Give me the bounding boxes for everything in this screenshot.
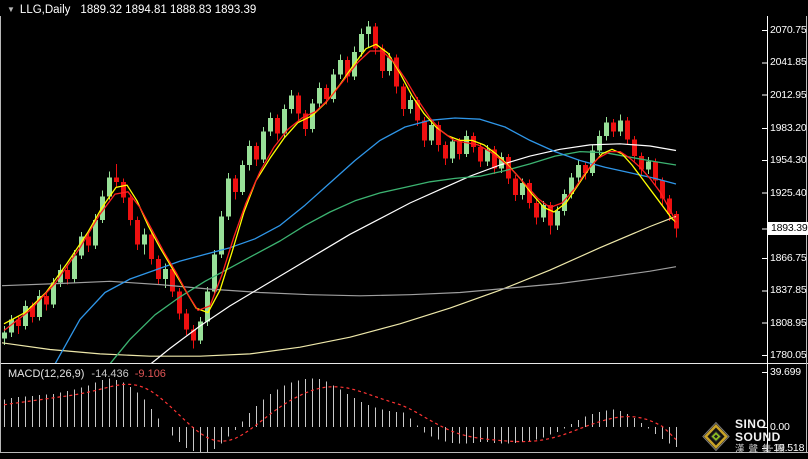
sino-sound-logo: SINO SOUND 漢聲集團 xyxy=(702,418,808,455)
symbol-dropdown-icon[interactable]: ▼ xyxy=(7,5,15,14)
price-axis-label: 1837.85 xyxy=(770,284,807,297)
chart-frame xyxy=(0,16,808,453)
price-axis-label: 2041.85 xyxy=(770,56,807,69)
price-axis-label: 1780.05 xyxy=(770,349,807,361)
price-chart-pane[interactable] xyxy=(2,20,679,369)
macd-axis-label: 0.00 xyxy=(770,421,790,433)
macd-indicator-label: MACD(12,26,9) -14.436 -9.106 xyxy=(8,368,166,381)
logo-text-en: SINO SOUND xyxy=(734,417,781,444)
price-axis-label: 2070.75 xyxy=(770,24,807,36)
price-axis-label: 2012.95 xyxy=(770,88,807,101)
current-price-tag: 1893.39 xyxy=(768,221,808,235)
logo-text-cn: 漢聲集團 xyxy=(734,444,789,455)
macd-pane[interactable] xyxy=(3,378,677,454)
macd-axis-label: -19.518 xyxy=(770,442,805,454)
macd-signal-line xyxy=(3,383,677,443)
chart-title-bar: ▼ LLG,Daily 1889.32 1894.81 1888.83 1893… xyxy=(7,3,256,17)
macd-main-value: -14.436 xyxy=(91,368,129,380)
symbol-timeframe-label: LLG,Daily xyxy=(19,4,71,16)
ma-blue xyxy=(54,117,677,364)
ma-slow-khaki xyxy=(2,215,677,357)
price-axis-label: 1808.95 xyxy=(770,316,807,329)
ma-white xyxy=(150,143,677,364)
price-axis-label: 1983.20 xyxy=(770,121,807,134)
ma-gray xyxy=(2,266,677,297)
price-axis-label: 1866.75 xyxy=(770,252,807,265)
ohlc-values-label: 1889.32 1894.81 1888.83 1893.39 xyxy=(80,4,257,16)
price-axis-label: 1954.30 xyxy=(770,154,807,167)
ma-green xyxy=(109,150,677,364)
macd-histogram xyxy=(4,378,677,452)
price-axis-label: 1925.40 xyxy=(770,186,807,199)
sino-sound-diamond-icon xyxy=(702,421,730,452)
macd-axis-label: 39.699 xyxy=(770,366,801,378)
macd-signal-value: -9.106 xyxy=(134,368,166,380)
macd-name-label: MACD(12,26,9) xyxy=(8,368,85,380)
ma-red xyxy=(3,50,677,332)
